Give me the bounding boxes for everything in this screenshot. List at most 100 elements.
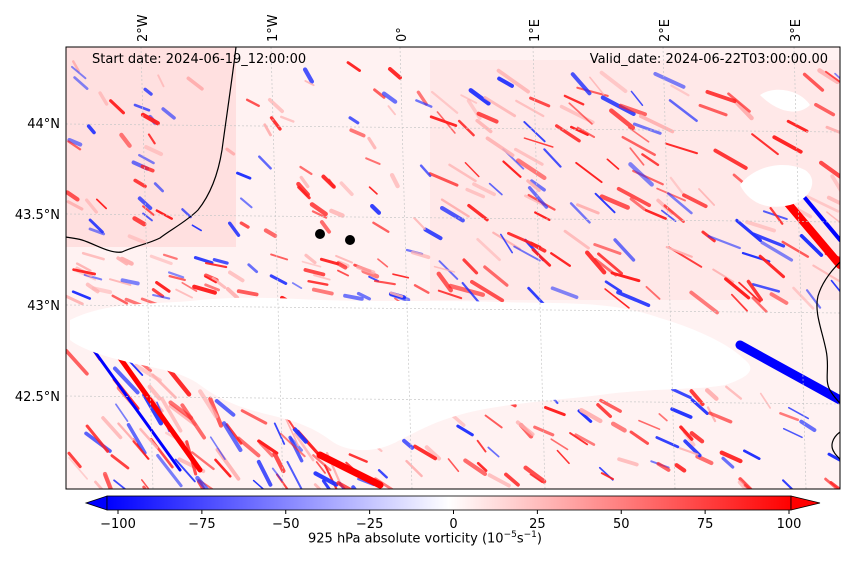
vorticity-streak [71, 290, 92, 300]
vorticity-streak [782, 479, 793, 489]
vorticity-streak [67, 140, 82, 151]
vorticity-streak [462, 258, 479, 275]
vorticity-streak [67, 451, 82, 469]
vorticity-streak [570, 72, 592, 96]
lon-label: 2°E [658, 19, 673, 42]
vorticity-streak [86, 124, 96, 135]
vorticity-streak [389, 291, 404, 298]
vorticity-streak [315, 461, 326, 474]
vorticity-streak [737, 480, 749, 489]
vorticity-streak [413, 284, 430, 294]
colorbar-label-exponent: −5 [503, 530, 517, 540]
vorticity-streak [830, 279, 840, 293]
vorticity-streak [139, 427, 159, 449]
vorticity-streak [467, 203, 489, 222]
vorticity-streak [85, 424, 110, 453]
vorticity-streak [712, 268, 735, 283]
vorticity-streak [589, 76, 605, 96]
colorbar-label-text: 925 hPa absolute vorticity (10 [308, 531, 504, 547]
vorticity-streak [464, 162, 480, 178]
meridian-gridline [793, 47, 807, 489]
vorticity-streak [83, 273, 103, 281]
vorticity-streak [190, 451, 215, 471]
vorticity-streak [725, 385, 743, 400]
vorticity-streak [799, 234, 824, 257]
vorticity-streak [151, 373, 177, 399]
parallel-gridline [66, 395, 840, 405]
vorticity-streak [168, 274, 186, 282]
vorticity-streak [523, 121, 546, 143]
vorticity-streak [527, 286, 547, 307]
vorticity-streak [448, 283, 486, 297]
vorticity-streak [271, 467, 284, 482]
vorticity-streak [476, 439, 487, 453]
colorbar-tick-label: 100 [777, 517, 802, 532]
vorticity-streak [309, 202, 328, 217]
vorticity-streak [119, 132, 132, 148]
vorticity-streaks [66, 60, 840, 489]
vorticity-streak [413, 444, 438, 461]
vorticity-streak [664, 142, 698, 155]
vorticity-streak [356, 265, 376, 275]
vorticity-streak [436, 271, 453, 293]
vorticity-streak [516, 158, 547, 181]
vorticity-streak [433, 265, 456, 273]
vorticity-streak [669, 176, 686, 198]
vorticity-streak [460, 94, 478, 104]
vorticity-streak [336, 261, 348, 270]
vorticity-streak [73, 76, 89, 90]
vorticity-streak [236, 436, 261, 458]
vorticity-streak [151, 288, 165, 298]
vorticity-streak [529, 96, 551, 108]
vorticity-streak [786, 119, 809, 133]
vorticity-streak [599, 70, 628, 94]
vorticity-streak [730, 293, 748, 312]
vorticity-streak [228, 270, 245, 283]
vorticity-streak [84, 198, 98, 214]
colorbar-gradient [106, 495, 792, 511]
vorticity-streak [153, 182, 164, 193]
vorticity-streak [751, 133, 779, 156]
vorticity-streak [381, 91, 398, 104]
vorticity-streak [346, 61, 361, 72]
vorticity-streak [225, 147, 236, 156]
vorticity-streak [296, 181, 310, 197]
vorticity-streak [389, 172, 400, 189]
vorticity-streak [437, 289, 463, 300]
vorticity-streak [240, 409, 268, 425]
vorticity-streak [670, 407, 693, 419]
lon-label: 2°W [136, 14, 151, 42]
vorticity-streak [256, 459, 273, 487]
vorticity-streak [698, 103, 728, 117]
vorticity-streak [67, 138, 83, 147]
vorticity-streak [743, 483, 752, 489]
gridlines [66, 47, 840, 489]
vorticity-streak [604, 280, 623, 293]
vorticity-streak [487, 446, 500, 458]
vorticity-streak [563, 229, 590, 250]
parallel-gridline [66, 213, 840, 223]
vorticity-streak [638, 419, 661, 430]
vorticity-streak [523, 137, 554, 148]
vorticity-streak [72, 60, 81, 73]
vorticity-streak [515, 99, 545, 118]
vorticity-streak [440, 198, 470, 218]
vorticity-streak [85, 282, 100, 294]
vorticity-streak [746, 279, 763, 302]
vorticity-streak [760, 240, 794, 262]
vorticity-streak [214, 458, 232, 478]
vorticity-streak [476, 111, 499, 124]
vorticity-streak [147, 133, 156, 145]
vorticity-streak [215, 447, 241, 481]
vorticity-streak [698, 188, 716, 206]
vorticity-streak [299, 175, 310, 189]
vorticity-streak [312, 454, 332, 472]
lon-label: 1°W [266, 14, 281, 42]
vorticity-streak [252, 479, 265, 489]
vorticity-streak [225, 287, 240, 300]
vorticity-streak [617, 457, 639, 467]
vorticity-streak [758, 254, 786, 279]
vorticity-streak [531, 248, 552, 267]
vorticity-streak [214, 399, 236, 417]
vorticity-streak [497, 76, 514, 88]
